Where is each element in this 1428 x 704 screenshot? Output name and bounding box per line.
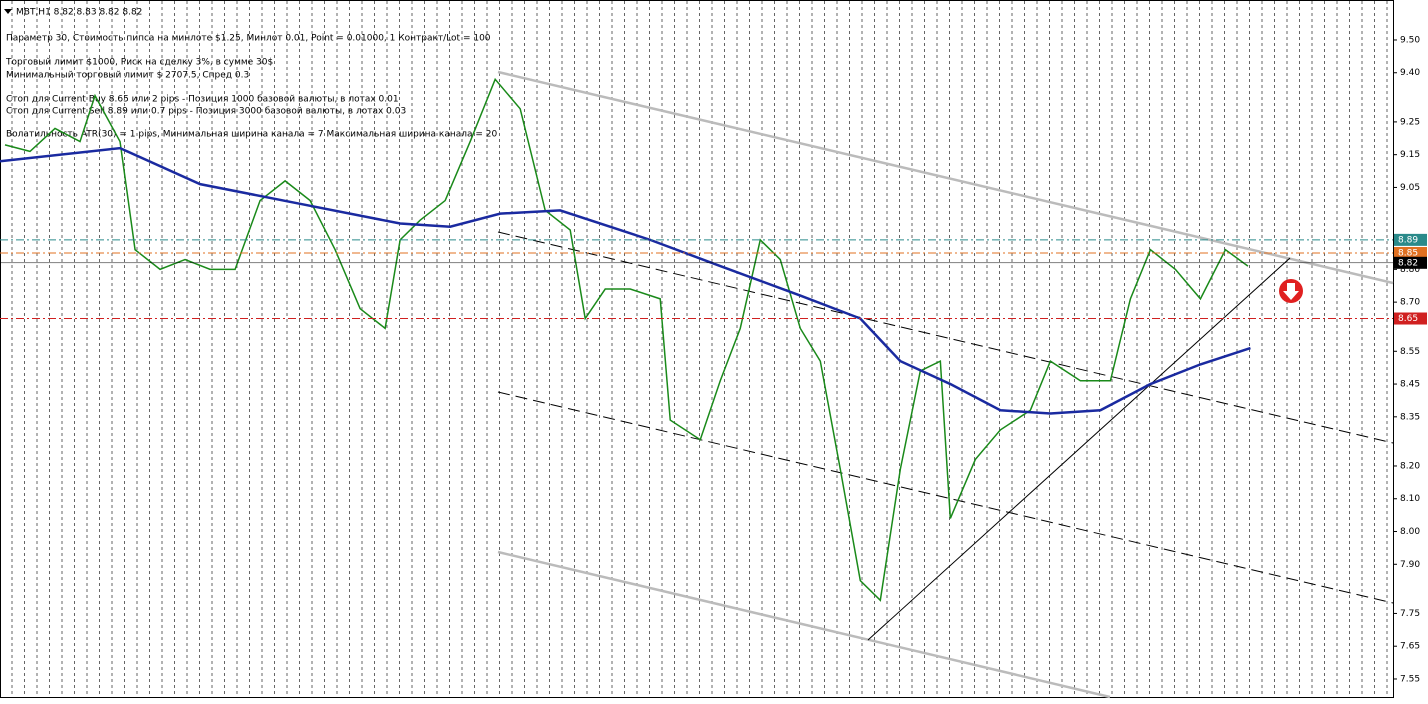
y-tick-label: 8.70 bbox=[1400, 298, 1420, 308]
trend-line bbox=[497, 231, 1394, 444]
info-line: Торговый лимит $1000, Риск на сделку 3%,… bbox=[5, 58, 273, 68]
price-label-box bbox=[1394, 233, 1427, 246]
y-tick-label: 7.90 bbox=[1400, 560, 1420, 570]
price-label: 8.89 bbox=[1398, 235, 1418, 245]
price-label-box bbox=[1394, 256, 1427, 269]
price-label-box bbox=[1394, 312, 1427, 325]
y-tick-label: 8.80 bbox=[1400, 265, 1420, 275]
info-line: Волатильность ATR(30) = 1 pips, Минималь… bbox=[6, 130, 498, 140]
price-label-box bbox=[1394, 246, 1427, 259]
y-tick-label: 9.40 bbox=[1400, 68, 1420, 78]
price-label: 8.82 bbox=[1398, 258, 1418, 268]
y-tick-label: 8.20 bbox=[1400, 461, 1420, 471]
y-tick-label: 9.05 bbox=[1400, 183, 1420, 193]
y-tick-label: 9.25 bbox=[1400, 117, 1420, 127]
info-line: Стоп для Current Sell 8.89 или 0.7 pips … bbox=[6, 107, 406, 117]
vertical-grid bbox=[11, 1, 1388, 697]
y-tick-label: 7.75 bbox=[1400, 609, 1420, 619]
info-panel: Параметр 30, Стоимость пипса на минлоте … bbox=[5, 34, 498, 140]
y-tick-label: 8.35 bbox=[1400, 412, 1420, 422]
price-label: 8.85 bbox=[1398, 248, 1418, 258]
info-line: Минимальный торговый лимит $ 2707.5, Спр… bbox=[6, 71, 249, 81]
price-line bbox=[0, 146, 1251, 415]
y-tick-label: 8.00 bbox=[1400, 527, 1420, 537]
support-line bbox=[867, 257, 1291, 641]
channel-line bbox=[497, 70, 1394, 285]
y-tick-label: 7.65 bbox=[1400, 642, 1420, 652]
price-label: 8.65 bbox=[1398, 314, 1418, 324]
y-tick-label: 8.45 bbox=[1400, 380, 1420, 390]
plot bbox=[0, 77, 1393, 602]
y-tick-label: 7.55 bbox=[1400, 674, 1420, 684]
symbol-title: MBT,H1 8.82 8.83 8.82 8.82 bbox=[16, 8, 142, 18]
channel-line bbox=[497, 550, 1111, 699]
trend-line bbox=[497, 391, 1394, 604]
price-line bbox=[4, 77, 1249, 602]
y-tick-label: 9.50 bbox=[1400, 35, 1420, 45]
arrow-down bbox=[1283, 283, 1299, 300]
y-tick-label: 9.15 bbox=[1400, 150, 1420, 160]
menu-triangle[interactable] bbox=[4, 9, 12, 14]
y-tick-label: 8.55 bbox=[1400, 347, 1420, 357]
info-line: Стоп для Current Buy 8.65 или 2 pips - П… bbox=[6, 95, 399, 105]
info-line: Параметр 30, Стоимость пипса на минлоте … bbox=[6, 34, 491, 44]
plot-frame bbox=[0, 0, 1394, 698]
y-tick-label: 8.10 bbox=[1400, 494, 1420, 504]
